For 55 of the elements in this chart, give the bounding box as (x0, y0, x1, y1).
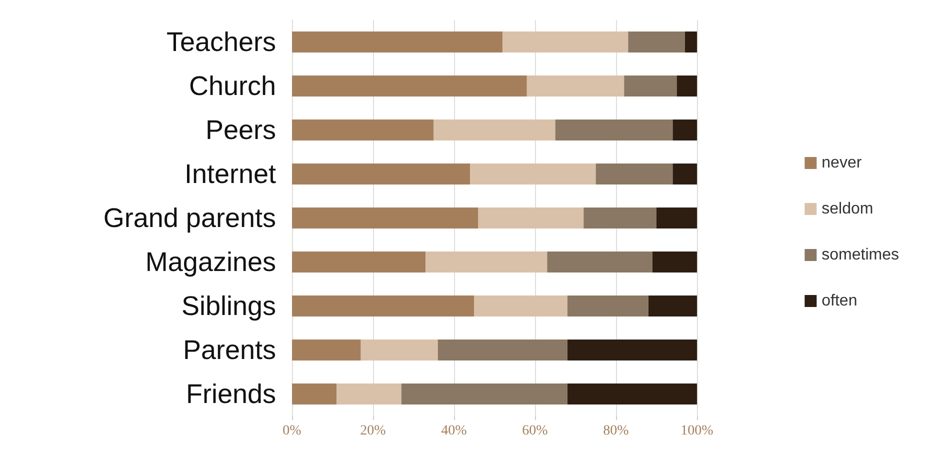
y-tick-label: Grand parents (103, 203, 276, 233)
bar (474, 295, 568, 317)
legend-label: sometimes (822, 246, 900, 264)
bar (567, 383, 697, 405)
bar (292, 339, 361, 361)
bar (547, 251, 652, 273)
bar (555, 119, 673, 141)
bar (596, 163, 673, 185)
y-tick-label: Parents (182, 335, 276, 365)
bar (584, 207, 656, 229)
y-tick-label: Friends (186, 379, 276, 409)
bar (672, 119, 697, 141)
bar (336, 383, 402, 405)
x-tick-label: 100% (680, 424, 714, 438)
bar (292, 251, 426, 273)
bar (292, 295, 474, 317)
bar (656, 207, 697, 229)
bar (648, 295, 697, 317)
x-tick-label: 20% (360, 424, 386, 438)
x-tick-label: 0% (282, 424, 302, 438)
bar (470, 163, 596, 185)
bar (292, 207, 478, 229)
bar (676, 75, 697, 97)
bar (292, 163, 470, 185)
legend-label: never (822, 154, 862, 172)
bar (624, 75, 677, 97)
bar (567, 339, 697, 361)
x-tick-label: 40% (441, 424, 468, 438)
bar (426, 251, 548, 273)
x-tick-label: 80% (603, 424, 630, 438)
bar (502, 31, 628, 53)
bar (292, 31, 503, 53)
y-tick-label: Peers (205, 115, 276, 145)
bar (360, 339, 438, 361)
legend-label: seldom (822, 200, 874, 218)
bar (434, 119, 556, 141)
bar (478, 207, 584, 229)
bar (401, 383, 568, 405)
y-tick-label: Teachers (166, 27, 276, 57)
y-tick-label: Siblings (181, 291, 276, 321)
y-tick-label: Internet (184, 159, 276, 189)
bar (292, 383, 337, 405)
bar (526, 75, 624, 97)
bar (684, 31, 697, 53)
bar (672, 163, 697, 185)
bar (438, 339, 568, 361)
bar (652, 251, 697, 273)
y-tick-label: Church (188, 71, 276, 101)
legend-label: often (822, 292, 858, 310)
bar (628, 31, 685, 53)
bar (292, 75, 527, 97)
bar (567, 295, 648, 317)
x-tick-label: 60% (522, 424, 548, 438)
y-tick-label: Magazines (145, 247, 276, 277)
bar (292, 119, 434, 141)
